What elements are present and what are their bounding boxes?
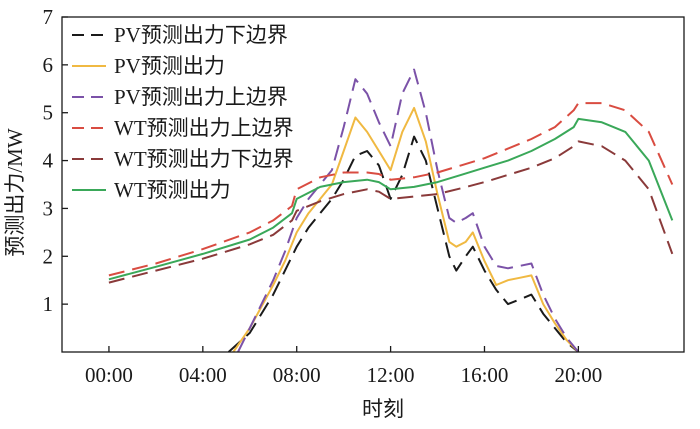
y-tick-label-7: 7 — [43, 5, 54, 29]
x-tick-label-3: 08:00 — [273, 363, 321, 387]
y-tick-label-6: 6 — [43, 53, 54, 77]
series-line-2 — [232, 106, 580, 352]
plot-frame — [61, 16, 685, 353]
x-tick-label-6: 20:00 — [554, 363, 602, 387]
legend-label-2: PV预测出力 — [114, 54, 225, 78]
x-axis-title: 时刻 — [362, 397, 404, 421]
series-line-5 — [108, 140, 674, 284]
axes: 00:00 04:00 08:00 12:00 16:00 20:00 1 2 3 4 5 6 7 — [43, 5, 685, 387]
legend-label-4: WT预测出力上边界 — [114, 116, 294, 140]
legend-label-6: WT预测出力 — [114, 178, 231, 202]
y-tick-label-5: 5 — [43, 101, 54, 125]
series-line-4 — [108, 102, 674, 277]
series-line-1 — [227, 135, 580, 352]
y-tick-label-2: 2 — [43, 244, 54, 268]
x-tick-label-1: 00:00 — [85, 363, 133, 387]
series-line-3 — [237, 68, 580, 352]
series-line-6 — [108, 117, 674, 281]
plot-area — [108, 68, 674, 352]
legend-label-1: PV预测出力下边界 — [114, 23, 288, 47]
x-tick-label-2: 04:00 — [179, 363, 227, 387]
legend: PV预测出力下边界 PV预测出力 PV预测出力上边界 WT预测出力上边界 WT预测出力下… — [72, 23, 294, 202]
y-tick-label-1: 1 — [43, 292, 54, 316]
x-tick-label-4: 12:00 — [367, 363, 415, 387]
y-tick-label-4: 4 — [43, 149, 54, 173]
legend-label-3: PV预测出力上边界 — [114, 85, 288, 109]
legend-label-5: WT预测出力下边界 — [114, 147, 294, 171]
x-tick-label-5: 16:00 — [461, 363, 509, 387]
y-tick-label-3: 3 — [43, 196, 54, 220]
y-axis-title: 预测出力/MW — [3, 128, 27, 257]
